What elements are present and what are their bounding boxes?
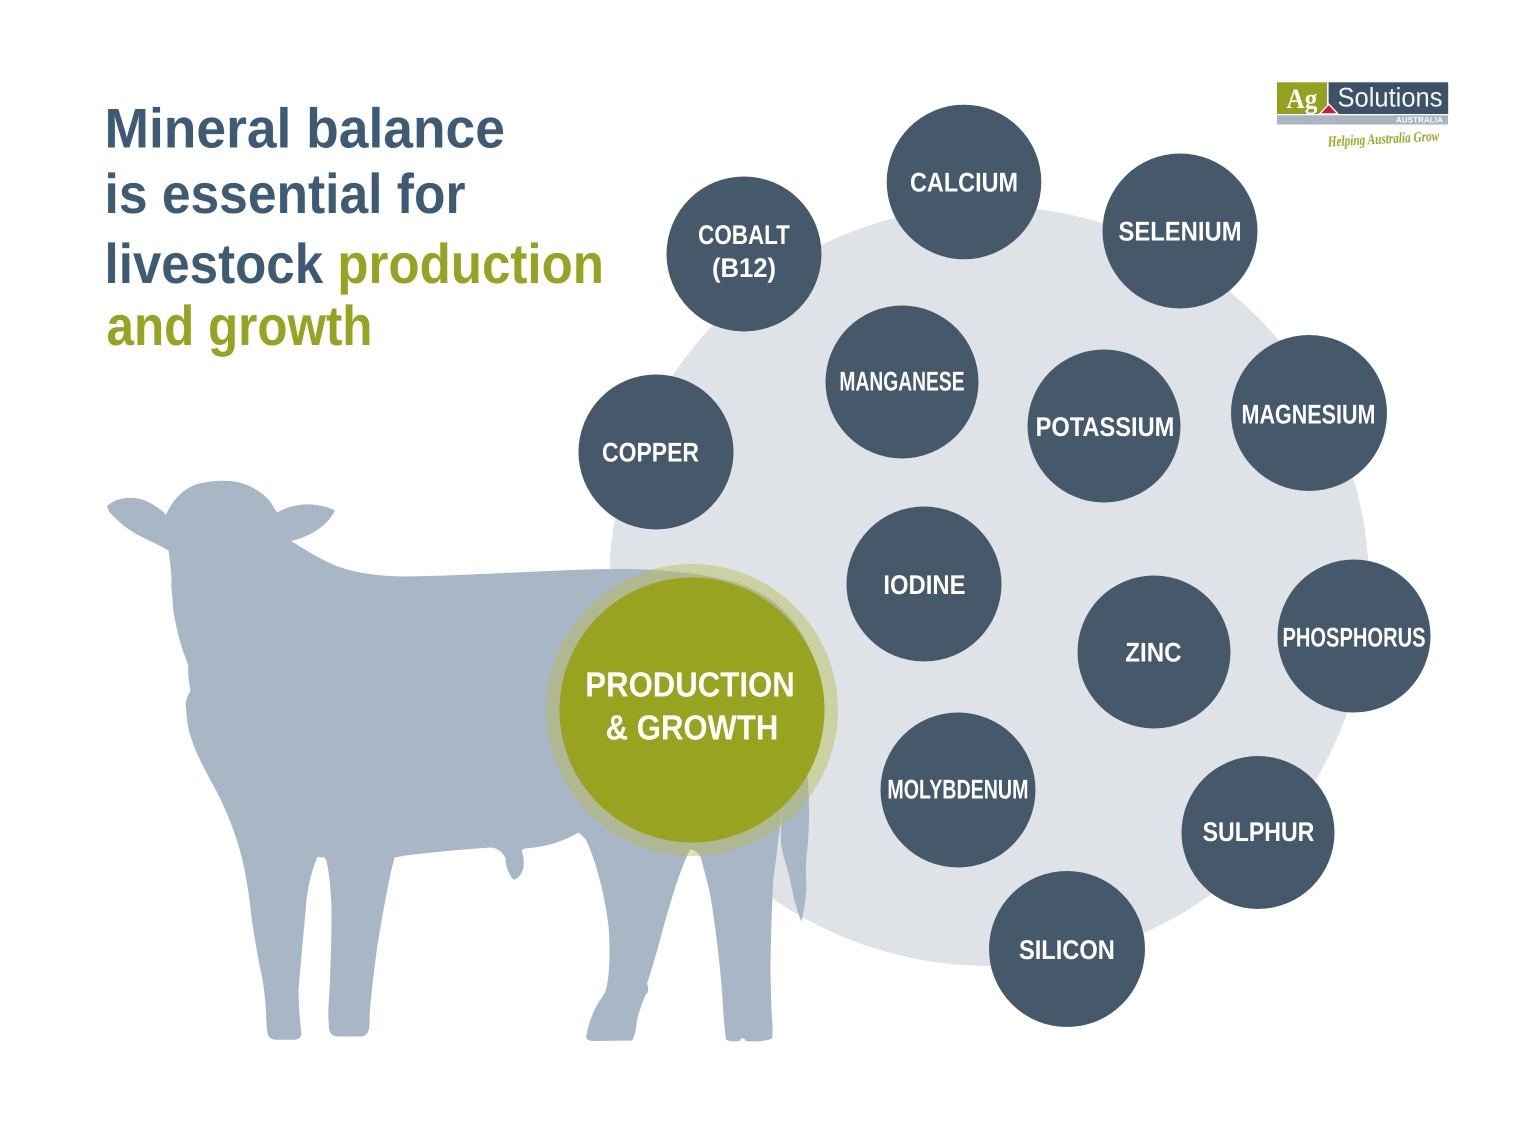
- svg-text:and growth: and growth: [107, 294, 373, 357]
- svg-text:POTASSIUM: POTASSIUM: [1036, 412, 1175, 442]
- svg-text:AUSTRALIA: AUSTRALIA: [1396, 115, 1443, 124]
- svg-text:Helping Australia Grow: Helping Australia Grow: [1327, 129, 1441, 151]
- svg-text:SILICON: SILICON: [1019, 935, 1115, 965]
- svg-text:COBALT: COBALT: [698, 220, 790, 250]
- svg-text:Solutions: Solutions: [1338, 83, 1443, 113]
- svg-text:MAGNESIUM: MAGNESIUM: [1242, 399, 1376, 429]
- svg-text:& GROWTH: & GROWTH: [606, 708, 779, 747]
- svg-text:Mineral balance: Mineral balance: [105, 97, 505, 160]
- svg-text:COPPER: COPPER: [602, 438, 699, 468]
- svg-text:livestock production: livestock production: [105, 232, 604, 295]
- svg-text:is essential for: is essential for: [105, 162, 466, 225]
- svg-text:Ag: Ag: [1287, 84, 1318, 115]
- svg-text:IODINE: IODINE: [883, 570, 965, 600]
- svg-text:MOLYBDENUM: MOLYBDENUM: [887, 775, 1028, 805]
- svg-text:SULPHUR: SULPHUR: [1203, 817, 1315, 847]
- svg-text:PRODUCTION: PRODUCTION: [585, 666, 794, 705]
- svg-text:SELENIUM: SELENIUM: [1118, 217, 1241, 247]
- svg-text:PHOSPHORUS: PHOSPHORUS: [1282, 623, 1425, 653]
- svg-text:(B12): (B12): [712, 253, 776, 283]
- svg-text:MANGANESE: MANGANESE: [839, 367, 964, 397]
- svg-text:ZINC: ZINC: [1125, 638, 1181, 668]
- svg-text:CALCIUM: CALCIUM: [910, 168, 1018, 198]
